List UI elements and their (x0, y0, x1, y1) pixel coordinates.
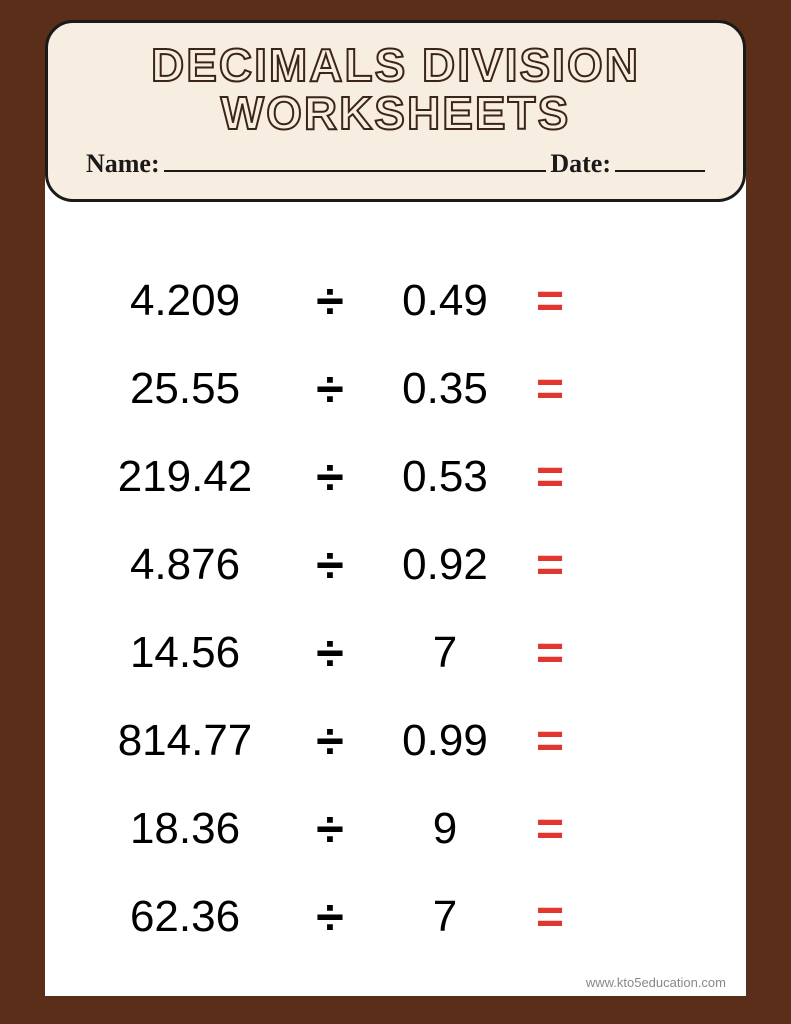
title-line-2: WORKSHEETS (221, 87, 571, 139)
division-icon: ÷ (285, 712, 375, 770)
dividend: 25.55 (85, 364, 285, 414)
problem-row: 4.209 ÷ 0.49 = (85, 265, 706, 337)
equals-icon: = (515, 890, 585, 945)
equals-icon: = (515, 626, 585, 681)
divisor: 0.53 (375, 452, 515, 502)
problem-row: 62.36 ÷ 7 = (85, 881, 706, 953)
division-icon: ÷ (285, 272, 375, 330)
problem-row: 25.55 ÷ 0.35 = (85, 353, 706, 425)
problems-list: 4.209 ÷ 0.49 = 25.55 ÷ 0.35 = 219.42 ÷ 0… (85, 265, 706, 953)
problem-row: 814.77 ÷ 0.99 = (85, 705, 706, 777)
divisor: 7 (375, 628, 515, 678)
dividend: 14.56 (85, 628, 285, 678)
division-icon: ÷ (285, 800, 375, 858)
problem-row: 4.876 ÷ 0.92 = (85, 529, 706, 601)
dividend: 4.876 (85, 540, 285, 590)
header-card: DECIMALS DIVISION WORKSHEETS Name: Date: (45, 20, 746, 202)
equals-icon: = (515, 538, 585, 593)
title-line-1: DECIMALS DIVISION (151, 39, 640, 91)
name-date-row: Name: Date: (78, 146, 713, 179)
equals-icon: = (515, 714, 585, 769)
footer-credit: www.kto5education.com (586, 975, 726, 990)
division-icon: ÷ (285, 888, 375, 946)
equals-icon: = (515, 362, 585, 417)
dividend: 219.42 (85, 452, 285, 502)
divisor: 0.99 (375, 716, 515, 766)
divisor: 7 (375, 892, 515, 942)
date-input-line[interactable] (615, 146, 705, 172)
worksheet-title: DECIMALS DIVISION WORKSHEETS (78, 41, 713, 138)
division-icon: ÷ (285, 360, 375, 418)
equals-icon: = (515, 802, 585, 857)
equals-icon: = (515, 274, 585, 329)
worksheet-panel: 4.209 ÷ 0.49 = 25.55 ÷ 0.35 = 219.42 ÷ 0… (45, 155, 746, 996)
dividend: 4.209 (85, 276, 285, 326)
date-label: Date: (550, 149, 611, 179)
divisor: 0.49 (375, 276, 515, 326)
equals-icon: = (515, 450, 585, 505)
name-input-line[interactable] (164, 146, 547, 172)
dividend: 18.36 (85, 804, 285, 854)
name-label: Name: (86, 149, 160, 179)
division-icon: ÷ (285, 448, 375, 506)
divisor: 0.92 (375, 540, 515, 590)
division-icon: ÷ (285, 536, 375, 594)
division-icon: ÷ (285, 624, 375, 682)
divisor: 9 (375, 804, 515, 854)
problem-row: 14.56 ÷ 7 = (85, 617, 706, 689)
dividend: 62.36 (85, 892, 285, 942)
divisor: 0.35 (375, 364, 515, 414)
problem-row: 18.36 ÷ 9 = (85, 793, 706, 865)
dividend: 814.77 (85, 716, 285, 766)
problem-row: 219.42 ÷ 0.53 = (85, 441, 706, 513)
